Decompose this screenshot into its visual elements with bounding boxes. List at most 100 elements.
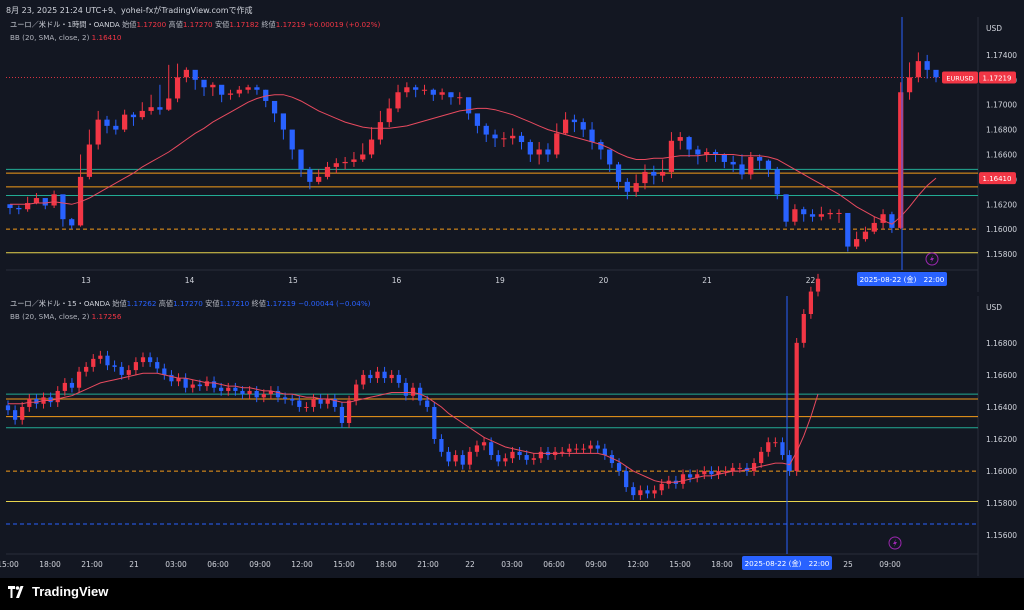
top-candle [227, 89, 234, 100]
top-candle [183, 67, 190, 83]
top-bb-tag: 1.16410 [979, 172, 1016, 185]
brand-name: TradingView [32, 584, 109, 599]
top-bb-basis-line[interactable] [10, 94, 937, 225]
bottom-candle [531, 453, 536, 465]
bottom-candle [76, 366, 82, 393]
top-candle [166, 64, 172, 111]
bottom-candle [311, 394, 316, 412]
bottom-candle [339, 402, 345, 428]
top-candle [77, 154, 84, 227]
top-chart-svg[interactable]: 1.17400 1.17200 1.17000 1.16800 1.16600 1.164… [6, 17, 1018, 292]
bottom-chart-svg[interactable]: 1.16800 1.16600 1.16400 1.16200 1.16000 1.158… [0, 273, 1018, 576]
top-lightning-circle[interactable] [925, 252, 939, 266]
top-candle [624, 178, 630, 200]
top-x-tick: 22 [806, 276, 816, 285]
top-candle [756, 154, 763, 170]
bottom-lightning-circle[interactable] [888, 536, 902, 550]
bottom-candle [652, 485, 657, 499]
bottom-candle-body [595, 445, 600, 449]
top-candle-body [501, 138, 507, 140]
bottom-candle [425, 395, 430, 412]
top-candle [245, 84, 251, 94]
top-candle-body [845, 212, 851, 247]
top-candle [721, 153, 727, 169]
bottom-candle-body [197, 384, 202, 387]
bottom-candle-body [254, 390, 259, 398]
top-candle-body [430, 89, 436, 95]
top-candle [236, 86, 242, 98]
top-x-tick: 15 [288, 276, 298, 285]
top-candle [854, 231, 860, 250]
top-x-tick: 21 [702, 276, 712, 285]
bottom-candle [190, 379, 195, 393]
top-candle-body [25, 203, 31, 210]
top-candle [465, 97, 472, 120]
top-crosshair-time-text: 2025-08-22 (金) 22:00 [860, 275, 945, 284]
bottom-candle [687, 469, 693, 483]
top-candle [686, 135, 692, 157]
bottom-candle-body [481, 442, 487, 446]
top-pane-1h[interactable]: ユーロ／米ドル・1時間・OANDA 始値1.17200 高値1.17270 安値… [6, 17, 1018, 292]
bottom-candle-body [12, 410, 18, 420]
top-candle [307, 166, 313, 190]
bottom-candle-body [126, 370, 131, 375]
top-lightning-glyph[interactable] [930, 255, 934, 263]
top-candle-body [748, 156, 754, 175]
bottom-candle-body [268, 390, 274, 395]
bottom-lightning-icon[interactable] [888, 536, 902, 550]
bottom-candle-body [55, 390, 60, 403]
bottom-change: −0.00044 (−0.04%) [297, 299, 371, 308]
bottom-x-tick: 21:00 [417, 560, 439, 569]
top-candle-body [721, 154, 727, 162]
bottom-lightning-glyph[interactable] [893, 539, 897, 547]
top-crosshair-time-bg [857, 272, 947, 286]
bottom-bb-legend[interactable]: BB (20, SMA, close, 2) 1.17256 [10, 312, 121, 321]
bottom-candle-body [723, 471, 728, 473]
top-candle-body [554, 133, 560, 155]
top-candle-body [933, 69, 939, 78]
top-candle-body [659, 171, 666, 176]
bottom-candle [766, 437, 771, 457]
top-bb-label: BB (20, SMA, close, 2) [10, 33, 90, 42]
bottom-candle-body [787, 455, 792, 472]
bottom-candle [602, 443, 607, 460]
top-candle [201, 79, 207, 96]
bottom-candle [751, 458, 757, 476]
bottom-candle [133, 357, 139, 375]
bottom-candle-body [446, 451, 451, 462]
top-candle [633, 174, 639, 197]
bottom-candle [240, 386, 245, 399]
bottom-x-tick: 12:00 [291, 560, 313, 569]
bottom-candle [140, 352, 146, 367]
top-y-tick: 1.16600 [986, 150, 1017, 159]
bottom-x-tick: 09:00 [585, 560, 607, 569]
bottom-candle-body [247, 390, 252, 395]
top-lightning-icon[interactable] [925, 252, 939, 266]
bottom-pane-15m[interactable]: ユーロ／米ドル・15・OANDA 始値1.17262 高値1.17270 安値1… [0, 273, 1018, 576]
top-candle [16, 205, 22, 215]
bottom-symbol[interactable]: ユーロ／米ドル・15・OANDA [10, 299, 110, 308]
bottom-candle [723, 466, 728, 476]
top-candle [7, 204, 13, 215]
tradingview-logo-icon [8, 585, 26, 598]
bottom-candle-body [5, 405, 11, 411]
top-candle-body [307, 169, 313, 182]
bottom-close: 1.17219 [265, 299, 296, 308]
top-candle-body [280, 113, 287, 130]
bottom-y-tick: 1.16600 [986, 371, 1017, 380]
bottom-candle-body [119, 366, 124, 375]
top-bb-legend[interactable]: BB (20, SMA, close, 2) 1.16410 [10, 33, 121, 42]
top-candle [501, 132, 507, 148]
top-candle [413, 84, 419, 98]
top-symbol[interactable]: ユーロ／米ドル・1時間・OANDA [10, 20, 120, 29]
bottom-candle [396, 370, 401, 388]
bottom-candle-body [467, 451, 472, 465]
top-open: 1.17200 [136, 20, 167, 29]
bottom-candle-body [773, 442, 778, 444]
top-candle-body [836, 212, 842, 214]
top-candle [712, 149, 719, 162]
brand[interactable]: TradingView [8, 584, 108, 599]
bottom-bb-basis-line[interactable] [8, 372, 819, 483]
top-candle [271, 100, 278, 123]
top-candle [774, 166, 780, 200]
